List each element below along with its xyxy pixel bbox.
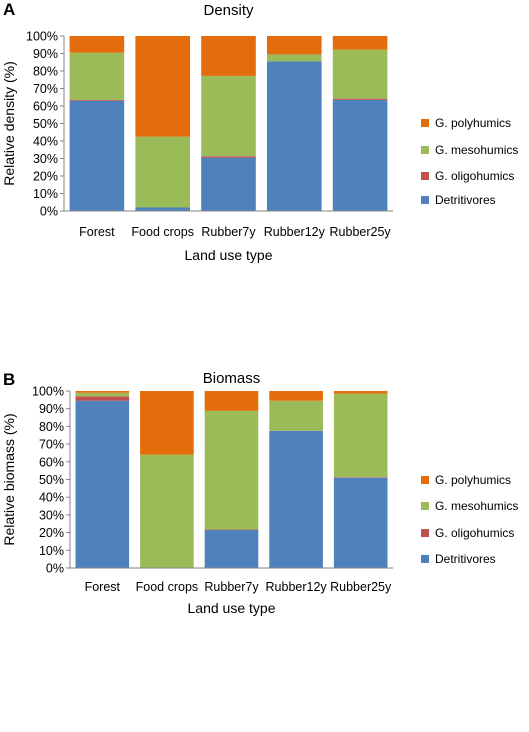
y-tick-label: 90% — [39, 402, 64, 416]
bar-segment-g-mesohumics-forest — [75, 392, 130, 397]
bar-segment-g-polyhumics-rubber12y — [266, 36, 322, 55]
chart-panel-A: A Density Forest Food crops Rubber7y Rubber12… — [1, 0, 518, 263]
bar-segment-g-mesohumics-rubber25y — [333, 393, 388, 478]
bar-segment-detritivores-rubber7y — [201, 157, 256, 212]
legend-label: G. polyhumics — [435, 473, 511, 487]
y-tick-label: 100% — [26, 30, 58, 44]
bar-segment-detritivores-rubber12y — [266, 61, 322, 212]
y-axis-title: Relative density (%) — [1, 61, 17, 186]
bar-segment-g-oligohumics-forest — [69, 99, 125, 101]
legend-label: G. oligohumics — [435, 169, 514, 183]
y-tick-label: 10% — [39, 544, 64, 558]
legend: G. polyhumics G. mesohumics G. oligohumics… — [421, 473, 518, 566]
x-tick-label: Food crops — [131, 225, 194, 239]
x-tick-label: Rubber7y — [201, 225, 256, 239]
bar-segment-g-oligohumics-rubber7y — [201, 156, 256, 158]
legend-label: Detritivores — [435, 552, 496, 566]
panel-letter: B — [3, 370, 15, 389]
y-tick-label: 90% — [33, 47, 58, 61]
x-axis-title: Land use type — [188, 600, 276, 616]
legend-swatch — [421, 476, 429, 484]
y-tick-label: 70% — [39, 438, 64, 452]
bar-segment-detritivores-forest — [75, 400, 130, 568]
y-tick-label: 40% — [33, 135, 58, 149]
x-tick-label: Rubber12y — [266, 580, 328, 594]
bar-segment-g-mesohumics-rubber7y — [201, 75, 256, 157]
x-tick-label: Forest — [79, 225, 115, 239]
bar-segment-g-polyhumics-rubber25y — [333, 391, 388, 394]
bar-segment-g-polyhumics-rubber7y — [204, 391, 259, 411]
x-tick-label: Rubber12y — [264, 225, 326, 239]
legend-label: G. polyhumics — [435, 116, 511, 130]
bar-segment-g-oligohumics-rubber25y — [333, 477, 388, 478]
legend-label: Detritivores — [435, 193, 496, 207]
y-axis-title: Relative biomass (%) — [1, 413, 17, 545]
x-tick-label: Forest — [85, 580, 121, 594]
y-tick-label: 10% — [33, 187, 58, 201]
y-tick-label: 30% — [39, 508, 64, 522]
x-tick-label: Rubber25y — [330, 580, 392, 594]
y-tick-label: 60% — [39, 455, 64, 469]
bar-segment-detritivores-rubber7y — [204, 529, 259, 568]
bar-segment-g-polyhumics-forest — [75, 391, 130, 393]
legend-label: G. oligohumics — [435, 526, 514, 540]
bar-segment-g-mesohumics-rubber12y — [266, 54, 322, 62]
legend-swatch — [421, 196, 429, 204]
chart-panel-B: B Biomass Forest Food crops Rubber7y Rubber12… — [1, 370, 518, 616]
bar-segment-g-polyhumics-food-crops — [135, 36, 190, 137]
y-tick-label: 30% — [33, 152, 58, 166]
bar-segment-detritivores-rubber25y — [333, 477, 388, 568]
x-tick-label: Food crops — [136, 580, 199, 594]
legend: G. polyhumics G. mesohumics G. oligohumics… — [421, 116, 518, 207]
bar-segment-g-oligohumics-rubber7y — [204, 529, 259, 530]
legend-swatch — [421, 502, 429, 510]
y-tick-label: 80% — [39, 420, 64, 434]
y-tick-label: 70% — [33, 82, 58, 96]
y-tick-label: 0% — [46, 562, 64, 576]
legend-label: G. mesohumics — [435, 499, 518, 513]
bar-segment-detritivores-forest — [69, 100, 125, 211]
bar-segment-g-mesohumics-rubber25y — [332, 49, 388, 99]
bar-segment-g-polyhumics-rubber25y — [332, 36, 388, 50]
bar-segment-g-mesohumics-food-crops — [140, 454, 194, 568]
y-tick-label: 80% — [33, 65, 58, 79]
y-tick-label: 0% — [40, 205, 58, 219]
bar-segment-detritivores-rubber25y — [332, 99, 388, 212]
bar-segment-g-polyhumics-rubber7y — [201, 36, 256, 76]
y-tick-label: 50% — [33, 117, 58, 131]
bar-segment-detritivores-rubber12y — [269, 430, 323, 568]
bar-segment-g-polyhumics-food-crops — [140, 391, 194, 455]
bar-segment-g-oligohumics-rubber25y — [332, 98, 388, 100]
bar-segment-g-mesohumics-food-crops — [135, 136, 190, 208]
legend-swatch — [421, 146, 429, 154]
y-tick-label: 20% — [33, 170, 58, 184]
y-tick-label: 20% — [39, 526, 64, 540]
y-tick-label: 60% — [33, 100, 58, 114]
bar-segment-g-polyhumics-rubber12y — [269, 391, 323, 401]
y-tick-label: 50% — [39, 473, 64, 487]
legend-swatch — [421, 529, 429, 537]
y-tick-label: 100% — [32, 385, 64, 399]
bar-segment-g-polyhumics-forest — [69, 36, 125, 53]
panel-letter: A — [3, 0, 15, 19]
legend-swatch — [421, 172, 429, 180]
legend-label: G. mesohumics — [435, 143, 518, 157]
bar-segment-g-mesohumics-rubber12y — [269, 400, 323, 431]
x-axis-title: Land use type — [185, 247, 273, 263]
x-tick-label: Rubber25y — [330, 225, 392, 239]
bar-segment-detritivores-food-crops — [135, 207, 190, 211]
x-tick-label: Rubber7y — [204, 580, 259, 594]
bar-segment-g-mesohumics-forest — [69, 52, 125, 100]
chart-title: Biomass — [203, 370, 261, 387]
legend-swatch — [421, 555, 429, 563]
y-tick-label: 40% — [39, 491, 64, 505]
chart-title: Density — [203, 2, 254, 19]
bar-segment-g-oligohumics-forest — [75, 396, 130, 401]
bar-segment-g-mesohumics-rubber7y — [204, 410, 259, 530]
legend-swatch — [421, 119, 429, 127]
